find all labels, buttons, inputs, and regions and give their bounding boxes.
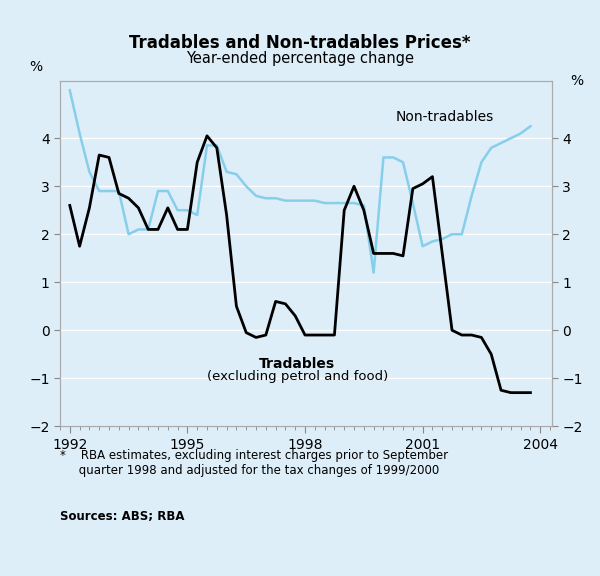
Text: Sources: ABS; RBA: Sources: ABS; RBA — [60, 510, 185, 523]
Y-axis label: %: % — [29, 60, 42, 74]
Y-axis label: %: % — [570, 74, 583, 88]
Text: Year-ended percentage change: Year-ended percentage change — [186, 51, 414, 66]
Text: (excluding petrol and food): (excluding petrol and food) — [206, 370, 388, 382]
Text: Tradables: Tradables — [259, 357, 335, 370]
Text: Tradables and Non-tradables Prices*: Tradables and Non-tradables Prices* — [129, 34, 471, 52]
Text: *    RBA estimates, excluding interest charges prior to September
     quarter 1: * RBA estimates, excluding interest char… — [60, 449, 448, 478]
Text: Non-tradables: Non-tradables — [395, 110, 493, 124]
